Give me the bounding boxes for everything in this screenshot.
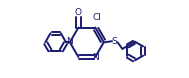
Text: Cl: Cl <box>93 13 101 22</box>
Text: O: O <box>75 8 82 17</box>
Text: N: N <box>92 53 99 62</box>
Text: N: N <box>66 37 73 46</box>
Text: S: S <box>112 37 118 46</box>
